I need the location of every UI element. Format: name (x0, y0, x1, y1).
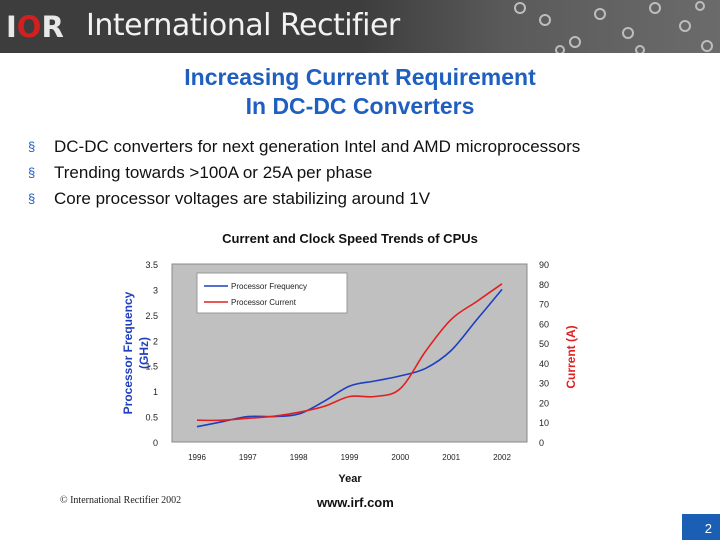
right-axis-label: Current (A) (564, 325, 578, 388)
logo-letter-o: O (16, 10, 42, 44)
legend-box (196, 272, 348, 314)
left-axis-ticks: 0 0.5 1 1.5 2 2.5 3 3.5 (145, 260, 158, 448)
chart-svg: Current and Clock Speed Trends of CPUs 0… (121, 231, 578, 485)
company-name: International Rectifier (86, 8, 400, 43)
left-axis-unit: (GHz) (137, 337, 151, 369)
cpu-trends-chart: Current and Clock Speed Trends of CPUs 0… (110, 222, 590, 492)
right-tick-label: 80 (539, 280, 549, 290)
legend-label: Processor Current (231, 298, 297, 307)
header-banner: IOR International Rectifier (0, 0, 720, 53)
right-tick-label: 50 (539, 339, 549, 349)
right-tick-label: 10 (539, 418, 549, 428)
logo-letter-r: R (41, 10, 64, 44)
right-tick-label: 60 (539, 319, 549, 329)
chart-title: Current and Clock Speed Trends of CPUs (222, 231, 478, 246)
company-logo: IOR (6, 11, 64, 43)
series-line-processor-frequency (196, 288, 503, 428)
page-number: 2 (682, 514, 720, 540)
x-tick-label: 1996 (188, 453, 206, 462)
right-tick-label: 30 (539, 379, 549, 389)
left-axis-label: Processor Frequency (121, 291, 135, 414)
slide-title-line-1: Increasing Current Requirement (184, 64, 536, 90)
series-line-processor-current (196, 283, 503, 422)
x-tick-label: 1999 (341, 453, 359, 462)
x-tick-label: 1998 (290, 453, 308, 462)
website-url: www.irf.com (317, 495, 394, 510)
bullet-item: § Trending towards >100A or 25A per phase (28, 160, 580, 186)
left-tick-label: 1 (153, 387, 158, 397)
chart-legend: Processor Frequency Processor Current (196, 272, 348, 314)
x-tick-label: 2000 (391, 453, 409, 462)
bullet-marker-icon: § (28, 165, 36, 180)
left-tick-label: 1.5 (145, 362, 158, 372)
left-tick-label: 0.5 (145, 413, 158, 423)
x-tick-label: 2002 (493, 453, 511, 462)
bullet-text: Trending towards >100A or 25A per phase (54, 163, 373, 182)
logo-letter-i: I (6, 10, 17, 44)
bullet-marker-icon: § (28, 191, 36, 206)
connector-pins-graphic (514, 1, 713, 53)
right-tick-label: 70 (539, 300, 549, 310)
x-tick-label: 2001 (442, 453, 460, 462)
chart-lines (196, 283, 503, 428)
bullet-text: Core processor voltages are stabilizing … (54, 189, 431, 208)
copyright-text: © International Rectifier 2002 (60, 495, 182, 506)
left-tick-label: 2.5 (145, 311, 158, 321)
bullet-list: § DC-DC converters for next generation In… (28, 134, 580, 212)
right-tick-label: 20 (539, 398, 549, 408)
legend-label: Processor Frequency (231, 282, 307, 291)
right-axis-ticks: 0 10 20 30 40 50 60 70 80 90 (539, 260, 549, 448)
left-tick-label: 2 (153, 336, 158, 346)
left-tick-label: 3 (153, 285, 158, 295)
right-tick-label: 0 (539, 438, 544, 448)
bullet-text: DC-DC converters for next generation Int… (54, 137, 581, 156)
right-tick-label: 90 (539, 260, 549, 270)
right-tick-label: 40 (539, 359, 549, 369)
left-tick-label: 3.5 (145, 260, 158, 270)
bullet-item: § Core processor voltages are stabilizing… (28, 186, 580, 212)
slide-title-line-2: In DC-DC Converters (245, 93, 475, 119)
bullet-marker-icon: § (28, 139, 36, 154)
x-tick-label: 1997 (239, 453, 257, 462)
bullet-item: § DC-DC converters for next generation In… (28, 134, 580, 160)
x-axis-ticks: 1996 1997 1998 1999 2000 2001 2002 (188, 453, 511, 462)
left-tick-label: 0 (153, 438, 158, 448)
x-axis-label: Year (338, 473, 362, 485)
